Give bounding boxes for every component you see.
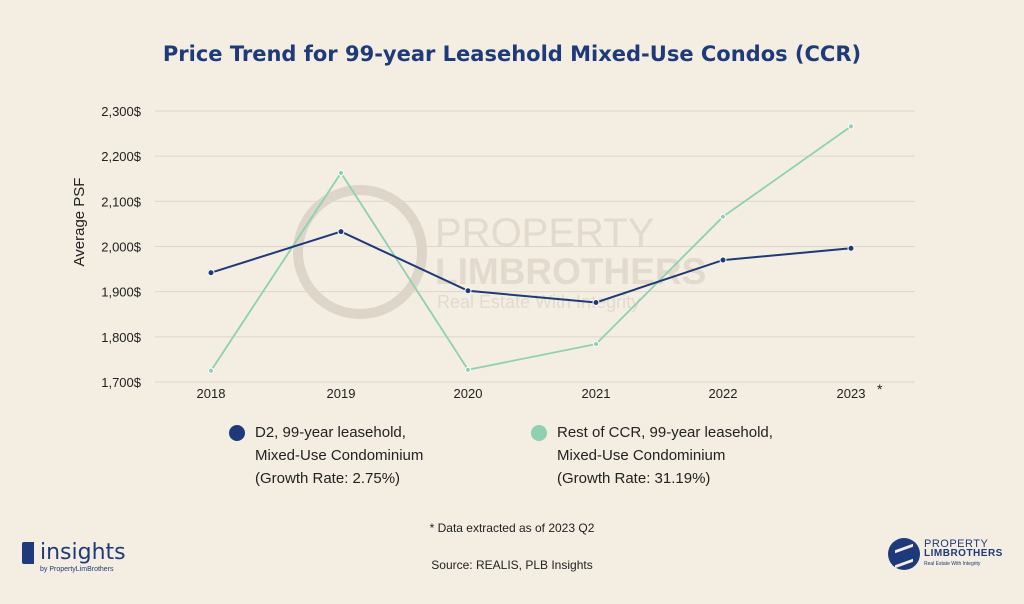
insights-byline: by PropertyLimBrothers	[40, 566, 114, 573]
data-point-1	[847, 123, 855, 130]
data-point-0	[464, 287, 472, 295]
plb-logo-line3: Real Estate With Integrity	[924, 561, 981, 567]
legend-label-line: Rest of CCR, 99-year leasehold,	[557, 424, 773, 441]
data-point-0	[592, 299, 600, 307]
data-point-0	[337, 228, 345, 236]
plb-logo: PROPERTY LIMBROTHERS Real Estate With In…	[888, 538, 1003, 570]
x-tick-annotation: *	[877, 381, 883, 397]
y-tick-label: 2,300$	[101, 104, 142, 119]
data-point-1	[337, 169, 345, 176]
legend-label-line: (Growth Rate: 31.19%)	[557, 470, 711, 487]
y-tick-label: 1,800$	[101, 330, 142, 345]
legend-label-line: Mixed-Use Condominium	[557, 447, 726, 464]
data-point-1	[592, 340, 600, 348]
insights-logo: insights by PropertyLimBrothers	[22, 540, 126, 573]
x-tick-label: 2020	[454, 386, 483, 401]
legend-item-rest-ccr: Rest of CCR, 99-year leasehold, Mixed-Us…	[531, 421, 773, 490]
watermark-line3: Real Estate With Integrity	[437, 292, 640, 312]
series-line-0	[210, 230, 852, 304]
footnote: * Data extracted as of 2023 Q2	[429, 521, 595, 535]
data-point-0	[719, 256, 727, 264]
x-tick-label: 2021	[582, 386, 611, 401]
chart-title: Price Trend for 99-year Leasehold Mixed-…	[162, 42, 862, 66]
plb-logo-line1: PROPERTY	[924, 538, 989, 550]
data-point-1	[464, 366, 472, 373]
series-line-1	[210, 125, 852, 372]
legend-label-line: (Growth Rate: 2.75%)	[255, 470, 401, 487]
legend-marker-rest-ccr	[531, 425, 547, 441]
x-tick-label: 2023	[837, 386, 866, 401]
legend-marker-d2	[229, 425, 245, 441]
data-point-0	[207, 269, 215, 277]
data-point-1	[719, 213, 727, 220]
x-tick-label: 2019	[327, 386, 356, 401]
insights-wordmark: insights	[40, 540, 126, 565]
legend-item-d2: D2, 99-year leasehold, Mixed-Use Condomi…	[229, 421, 423, 490]
y-tick-label: 1,700$	[101, 375, 142, 390]
source-note: Source: REALIS, PLB Insights	[431, 558, 593, 572]
legend-label-line: Mixed-Use Condominium	[255, 447, 424, 464]
watermark-line2: LIMBROTHERS	[435, 251, 706, 292]
y-tick-label: 2,200$	[101, 149, 142, 164]
x-tick-label: 2018	[197, 386, 226, 401]
x-tick-label: 2022	[709, 386, 738, 401]
y-tick-label: 1,900$	[101, 285, 142, 300]
y-tick-label: 2,000$	[101, 240, 142, 255]
watermark-line1: PROPERTY	[435, 211, 654, 255]
plb-emblem-icon	[888, 538, 920, 570]
y-tick-label: 2,100$	[101, 194, 142, 209]
data-point-0	[847, 244, 855, 252]
plb-logo-line2: LIMBROTHERS	[924, 548, 1003, 559]
watermark-emblem	[293, 185, 427, 319]
y-axis-label: Average PSF	[71, 178, 88, 267]
book-icon	[22, 541, 34, 564]
legend-label-line: D2, 99-year leasehold,	[255, 424, 406, 441]
data-point-1	[207, 367, 215, 374]
